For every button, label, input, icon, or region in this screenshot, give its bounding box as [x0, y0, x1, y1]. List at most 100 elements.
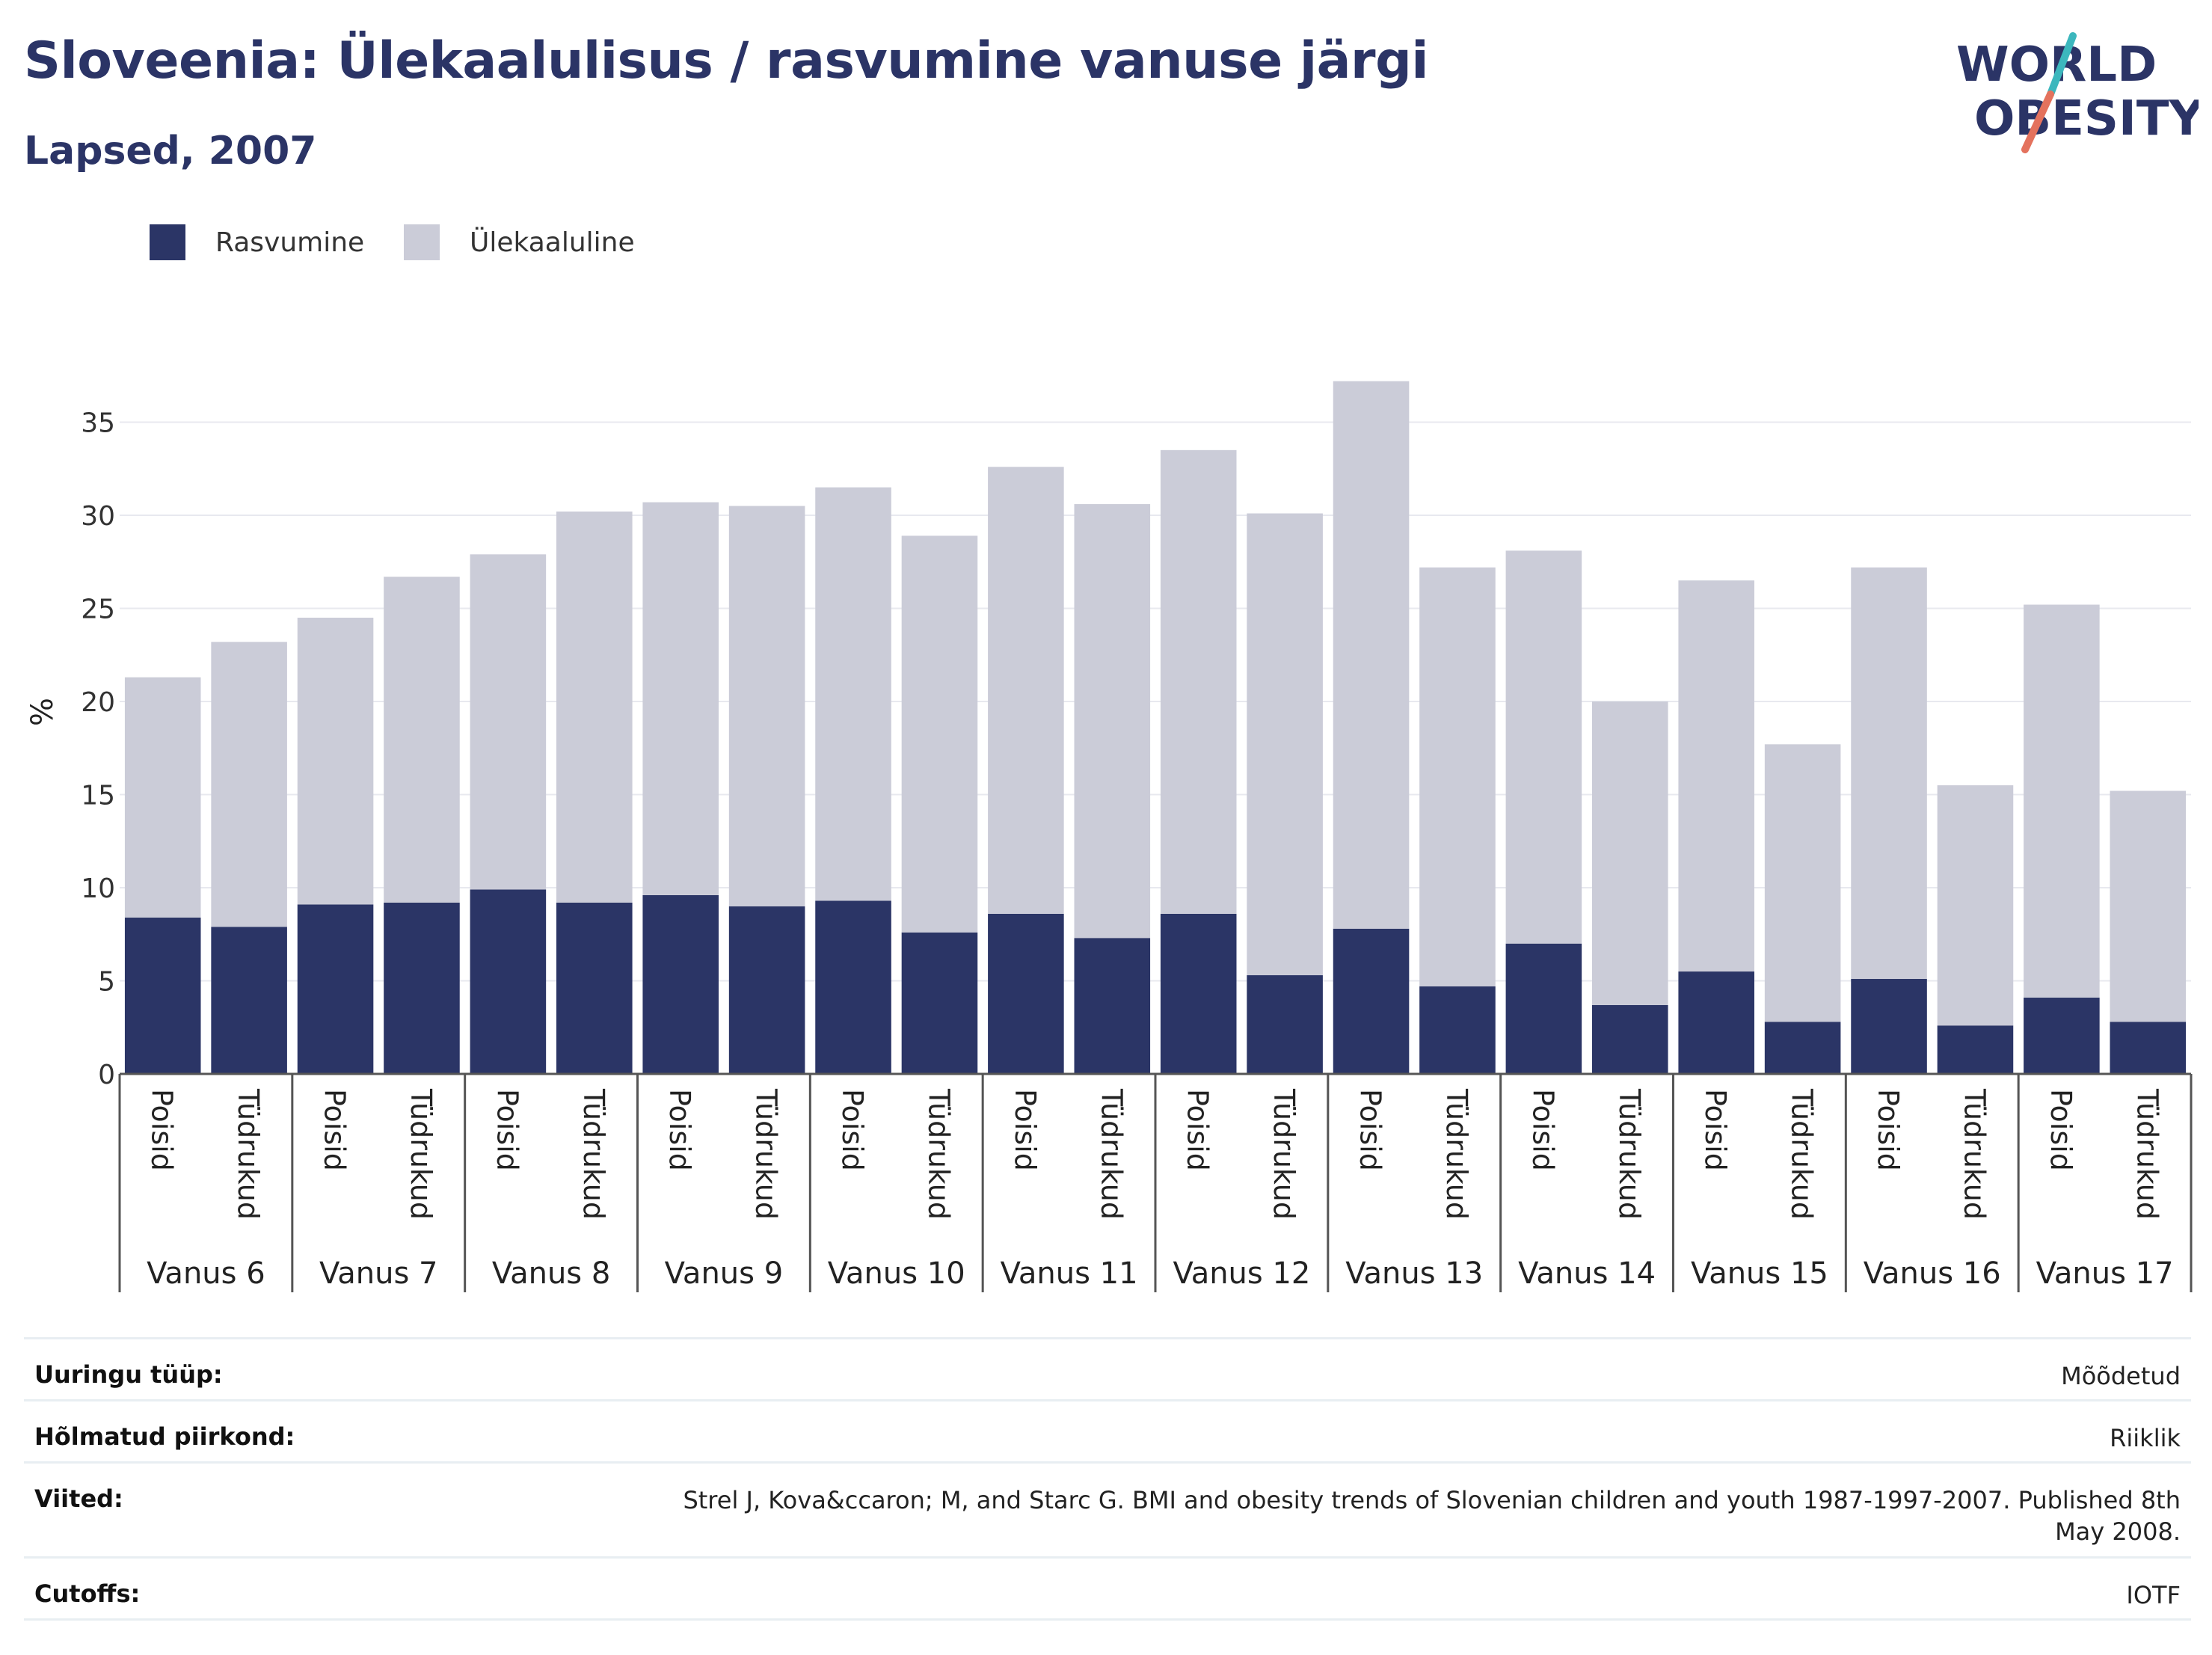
stacked-bar-chart: 0 5 10 15 20 25 30 35% Poisid Tüdrukud Poisid Tüdru…	[25, 381, 2193, 1292]
bar-obesity	[211, 927, 287, 1074]
logo-text-line2: OBESITY	[1974, 91, 2199, 147]
bar-overweight	[1419, 567, 1496, 986]
x-subcategory-label: Poisid	[663, 1089, 696, 1171]
x-subcategory-label: Tüdrukud	[577, 1088, 610, 1220]
bar-obesity	[297, 904, 374, 1074]
bar-overweight	[1851, 567, 1927, 980]
bar-overweight	[124, 677, 201, 918]
bar-overweight	[728, 506, 805, 906]
x-subcategory-label: Poisid	[1872, 1089, 1905, 1171]
info-value: Mõõdetud	[2061, 1362, 2181, 1390]
x-group-label: Vanus 14	[1518, 1256, 1656, 1291]
legend-item-overweight[interactable]: Ülekaaluline	[404, 221, 635, 263]
bar-obesity	[1937, 1025, 2014, 1074]
x-subcategory-label: Tüdrukud	[1613, 1088, 1646, 1220]
bar-obesity	[1333, 928, 1410, 1074]
x-group-label: Vanus 8	[492, 1256, 610, 1291]
x-group-label: Vanus 17	[2036, 1256, 2174, 1291]
info-row-coverage: Hõlmatud piirkond: Riiklik	[24, 1399, 2191, 1461]
y-tick-label: 25	[81, 595, 115, 625]
x-group-label: Vanus 10	[828, 1256, 965, 1291]
bar-obesity	[1247, 975, 1323, 1074]
legend-label-obesity: Rasvumine	[215, 227, 365, 258]
bar-obesity	[642, 894, 719, 1074]
bar-overweight	[2110, 790, 2187, 1022]
x-subcategory-label: Poisid	[146, 1089, 179, 1171]
bar-obesity	[1851, 979, 1927, 1074]
x-subcategory-label: Tüdrukud	[2130, 1088, 2163, 1220]
legend-swatch-obesity	[150, 224, 185, 260]
x-subcategory-label: Poisid	[1354, 1089, 1387, 1171]
bar-overweight	[1333, 381, 1410, 929]
bar-obesity	[1160, 913, 1237, 1074]
bar-obesity	[1764, 1022, 1841, 1074]
info-value: Riiklik	[2110, 1424, 2181, 1452]
bar-overweight	[2024, 604, 2100, 998]
x-subcategory-label: Tüdrukud	[750, 1088, 783, 1220]
bar-overweight	[384, 577, 460, 903]
legend-item-obesity[interactable]: Rasvumine	[150, 221, 364, 263]
y-tick-label: 30	[81, 501, 115, 532]
bar-overweight	[1678, 580, 1754, 972]
bar-overweight	[556, 512, 633, 903]
bar-overweight	[1160, 449, 1237, 914]
x-subcategory-label: Tüdrukud	[1440, 1088, 1473, 1220]
bar-overweight	[297, 617, 374, 905]
info-label: Cutoffs:	[34, 1579, 141, 1608]
bar-overweight	[815, 487, 891, 901]
bar-obesity	[2024, 997, 2100, 1074]
bar-overweight	[901, 535, 978, 933]
y-tick-label: 20	[81, 687, 115, 718]
x-subcategory-label: Poisid	[836, 1089, 869, 1171]
bar-overweight	[1505, 550, 1582, 944]
x-subcategory-label: Tüdrukud	[232, 1088, 265, 1220]
bar-overweight	[211, 642, 287, 927]
bar-overweight	[470, 554, 547, 890]
y-tick-label: 5	[98, 967, 115, 998]
legend-label-overweight: Ülekaaluline	[470, 227, 635, 258]
x-group-label: Vanus 11	[1001, 1256, 1138, 1291]
y-tick-label: 35	[81, 408, 115, 439]
bar-obesity	[556, 902, 633, 1074]
x-subcategory-label: Poisid	[1699, 1089, 1732, 1171]
info-row-references: Viited: Strel J, Kova&ccaron; M, and Sta…	[24, 1461, 2191, 1556]
info-value: IOTF	[2126, 1581, 2181, 1609]
bar-obesity	[901, 932, 978, 1074]
x-subcategory-label: Poisid	[2044, 1089, 2077, 1171]
bar-obesity	[470, 889, 547, 1074]
bar-overweight	[988, 467, 1064, 914]
bar-overweight	[1764, 744, 1841, 1022]
x-subcategory-label: Tüdrukud	[1268, 1088, 1300, 1220]
bar-obesity	[988, 913, 1064, 1074]
x-subcategory-label: Tüdrukud	[1786, 1088, 1819, 1220]
x-group-label: Vanus 12	[1173, 1256, 1310, 1291]
bar-obesity	[2110, 1022, 2187, 1074]
x-subcategory-label: Tüdrukud	[922, 1088, 955, 1220]
x-subcategory-label: Tüdrukud	[1958, 1088, 1991, 1220]
x-group-label: Vanus 6	[147, 1256, 265, 1291]
bar-overweight	[1592, 701, 1668, 1005]
info-label: Viited:	[34, 1484, 123, 1513]
x-subcategory-label: Poisid	[1182, 1089, 1214, 1171]
chart-subtitle: Lapsed, 2007	[24, 129, 317, 174]
logo-slash-coral	[2021, 90, 2054, 153]
x-group-label: Vanus 7	[319, 1256, 437, 1291]
bar-overweight	[642, 502, 719, 895]
x-subcategory-label: Tüdrukud	[1095, 1088, 1128, 1220]
info-value: Strel J, Kova&ccaron; M, and Starc G. BM…	[683, 1486, 2181, 1546]
info-table: Uuringu tüüp: Mõõdetud Hõlmatud piirkond…	[24, 1337, 2191, 1621]
world-obesity-logo: WORLD OBESITY	[1956, 32, 2199, 153]
x-group-label: Vanus 15	[1691, 1256, 1828, 1291]
info-row-survey-type: Uuringu tüüp: Mõõdetud	[24, 1337, 2191, 1399]
logo-slash-teal	[2047, 32, 2077, 98]
y-tick-label: 15	[81, 781, 115, 811]
x-group-label: Vanus 9	[665, 1256, 783, 1291]
y-tick-label: 0	[98, 1060, 115, 1090]
chart-title: Sloveenia: Ülekaalulisus / rasvumine van…	[24, 31, 1429, 90]
bar-obesity	[1678, 971, 1754, 1074]
x-subcategory-label: Poisid	[491, 1089, 523, 1171]
bar-obesity	[1592, 1004, 1668, 1074]
x-group-label: Vanus 16	[1864, 1256, 2001, 1291]
info-row-cutoffs: Cutoffs: IOTF	[24, 1556, 2191, 1621]
info-label: Uuringu tüüp:	[34, 1360, 223, 1389]
